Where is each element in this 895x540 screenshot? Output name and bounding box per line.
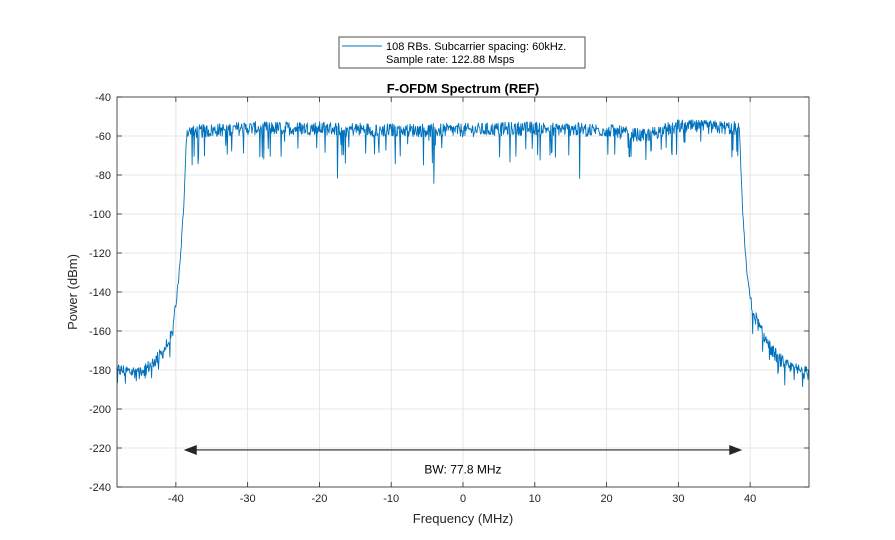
grid xyxy=(117,96,809,488)
x-tick-label: 40 xyxy=(744,493,756,505)
bandwidth-label: BW: 77.8 MHz xyxy=(424,462,501,476)
y-axis-label: Power (dBm) xyxy=(65,254,80,330)
y-tick-label: -180 xyxy=(89,365,111,377)
y-tick-label: -80 xyxy=(95,170,111,182)
legend-entry-line-1: 108 RBs. Subcarrier spacing: 60kHz. xyxy=(386,41,566,53)
y-tick-label: -200 xyxy=(89,404,111,416)
x-axis-label: Frequency (MHz) xyxy=(413,511,513,526)
y-tick-label: -60 xyxy=(95,131,111,143)
y-tick-label: -140 xyxy=(89,287,111,299)
y-tick-label: -160 xyxy=(89,326,111,338)
series-layer xyxy=(116,119,810,388)
x-tick-label: -30 xyxy=(240,493,256,505)
spectrum-line xyxy=(116,119,810,388)
x-tick-label: 30 xyxy=(672,493,684,505)
x-tick-label: 10 xyxy=(529,493,541,505)
y-tick-label: -100 xyxy=(89,209,111,221)
legend[interactable]: 108 RBs. Subcarrier spacing: 60kHz. Samp… xyxy=(338,36,586,69)
y-axis-ticks: -40 -60 -80 -100 -120 -140 -160 -180 -200 -220 -24… xyxy=(89,92,809,494)
x-axis-ticks: -40 -30 -20 -10 0 10 20 30 40 xyxy=(168,97,756,505)
x-tick-label: -20 xyxy=(311,493,327,505)
y-tick-label: -40 xyxy=(95,92,111,104)
x-tick-label: 0 xyxy=(460,493,466,505)
annotation-layer: BW: 77.8 MHz xyxy=(183,444,743,476)
x-tick-label: -40 xyxy=(168,493,184,505)
y-tick-label: -120 xyxy=(89,248,111,260)
legend-entry-line-2: Sample rate: 122.88 Msps xyxy=(386,54,515,66)
x-tick-label: -10 xyxy=(383,493,399,505)
chart-title: F-OFDM Spectrum (REF) xyxy=(387,81,539,96)
bandwidth-arrow-head-right xyxy=(729,444,743,455)
legend-box xyxy=(338,36,586,69)
bandwidth-arrow-head-left xyxy=(183,444,197,455)
x-tick-label: 20 xyxy=(600,493,612,505)
y-tick-label: -240 xyxy=(89,482,111,494)
y-tick-label: -220 xyxy=(89,443,111,455)
